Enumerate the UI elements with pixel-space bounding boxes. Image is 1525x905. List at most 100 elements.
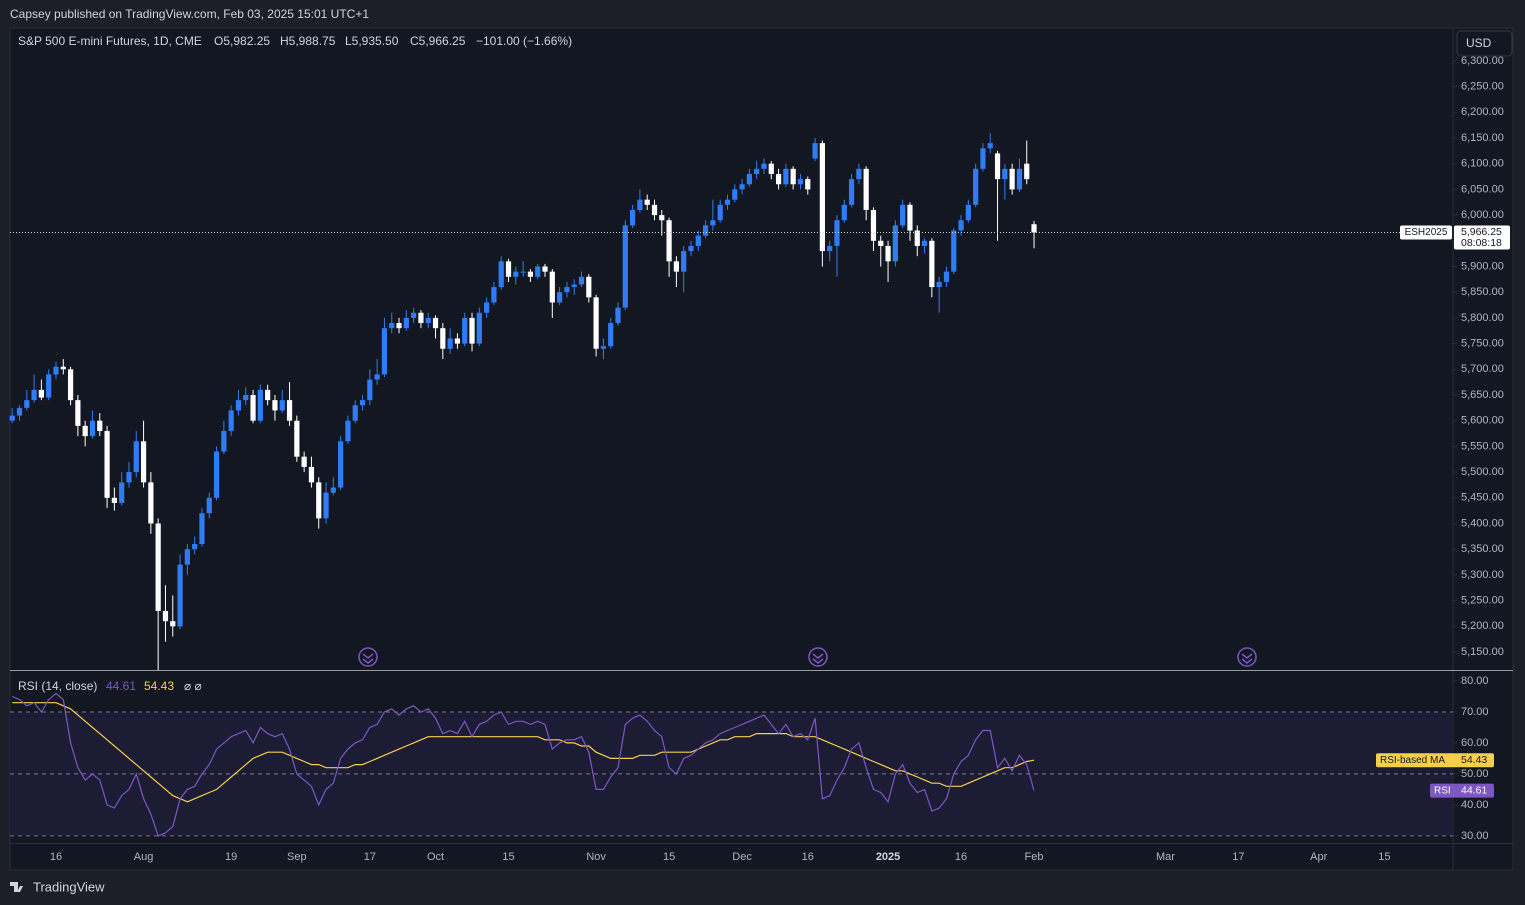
y-tick-label: 6,150.00 — [1461, 132, 1504, 144]
candle-body — [600, 346, 607, 349]
change: −101.00 (−1.66%) — [476, 34, 572, 48]
x-tick-label: 16 — [802, 851, 814, 863]
candle-body — [323, 492, 329, 519]
currency[interactable]: USD — [1466, 36, 1492, 50]
candle-body — [775, 173, 782, 185]
candle-body — [644, 199, 650, 205]
candle-body — [148, 482, 154, 524]
candle-body — [16, 407, 23, 416]
publisher: Capsey published on TradingView.com, Feb… — [10, 7, 369, 21]
series-tag-value: 44.61 — [1461, 784, 1487, 796]
candle-body — [878, 240, 884, 246]
candle-body — [338, 441, 344, 488]
candle-body — [228, 410, 234, 431]
candle-body — [943, 271, 950, 282]
candle-body — [710, 220, 716, 226]
candle-body — [593, 297, 599, 349]
y-tick-label: 5,700.00 — [1461, 363, 1504, 375]
x-tick-label: Mar — [1156, 851, 1175, 863]
candle-body — [24, 400, 30, 408]
candle-body — [359, 400, 366, 406]
y-tick-label: 5,200.00 — [1461, 620, 1504, 632]
x-tick-label: 17 — [364, 851, 376, 863]
x-tick-label: Nov — [586, 851, 606, 863]
x-tick-label: 17 — [1232, 851, 1244, 863]
candle-body — [549, 271, 555, 303]
candle-body — [46, 374, 52, 398]
candle-body — [170, 621, 176, 627]
currency-button[interactable] — [1456, 30, 1513, 57]
candle-body — [622, 225, 628, 308]
open: O5,982.25 — [214, 34, 270, 48]
candle-body — [425, 317, 431, 324]
candle-body — [505, 261, 512, 277]
candle-body — [819, 143, 825, 252]
candle-body — [987, 143, 993, 149]
candle-body — [921, 240, 928, 246]
y-tick-label: 6,300.00 — [1461, 55, 1504, 67]
candle-body — [629, 209, 636, 226]
candle-body — [484, 302, 490, 313]
candle-body — [498, 261, 504, 288]
candle-body — [243, 395, 249, 401]
y-tick-label: 50.00 — [1461, 768, 1489, 780]
series-line — [11, 692, 1035, 837]
x-tick-label: Aug — [134, 851, 154, 863]
y-tick-label: 5,850.00 — [1461, 286, 1504, 298]
candle-body — [746, 173, 752, 185]
candle-body — [790, 168, 796, 185]
x-tick-label: 15 — [502, 851, 514, 863]
candle-body — [958, 220, 964, 231]
y-tick-label: 5,250.00 — [1461, 595, 1504, 607]
candle-body — [162, 610, 169, 622]
candle-body — [527, 271, 534, 277]
candle-body — [1009, 168, 1015, 190]
candle-body — [104, 430, 110, 498]
candle-body — [994, 153, 1001, 180]
y-tick-label: 30.00 — [1461, 830, 1489, 842]
candle-body — [542, 266, 548, 272]
candle-body — [119, 482, 125, 503]
candle-body — [301, 456, 307, 467]
candle-body — [126, 472, 132, 483]
candle-body — [681, 251, 687, 272]
candle-body — [797, 179, 804, 185]
candle-body — [1024, 163, 1030, 180]
candle-body — [403, 317, 409, 329]
close: C5,966.25 — [410, 34, 466, 48]
y-tick-label: 5,400.00 — [1461, 517, 1504, 529]
y-tick-label: 5,350.00 — [1461, 543, 1504, 555]
high: H5,988.75 — [280, 34, 336, 48]
candle-body — [345, 420, 351, 442]
candle-body — [213, 451, 220, 498]
rsi-icons: ⌀ ⌀ — [184, 679, 202, 693]
series-tag-name: RSI-based MA — [1380, 755, 1445, 766]
candle-body — [67, 369, 74, 401]
candle-body — [615, 307, 621, 324]
symbol: S&P 500 E-mini Futures, 1D, CME — [18, 34, 202, 48]
y-tick-label: 5,450.00 — [1461, 492, 1504, 504]
candle-body — [805, 179, 811, 190]
candle-body — [841, 204, 847, 221]
candle-body — [688, 245, 694, 252]
y-tick-label: 5,650.00 — [1461, 389, 1504, 401]
x-tick-label: 19 — [225, 851, 237, 863]
candle-body — [914, 230, 920, 246]
x-tick-label: 16 — [50, 851, 62, 863]
countdown: 08:08:18 — [1461, 237, 1502, 249]
candle-body — [367, 379, 373, 401]
candle-body — [659, 215, 665, 221]
candle-body — [53, 366, 59, 375]
candle-body — [294, 420, 300, 457]
candle-body — [965, 204, 971, 221]
candle-body — [848, 179, 855, 205]
candle-body — [557, 292, 563, 303]
y-tick-label: 5,550.00 — [1461, 440, 1504, 452]
candle-body — [651, 204, 658, 216]
x-tick-label: 2025 — [876, 851, 900, 863]
y-tick-label: 5,800.00 — [1461, 312, 1504, 324]
candle-body — [177, 564, 183, 627]
x-tick-label: 15 — [1378, 851, 1390, 863]
candle-body — [761, 163, 767, 169]
